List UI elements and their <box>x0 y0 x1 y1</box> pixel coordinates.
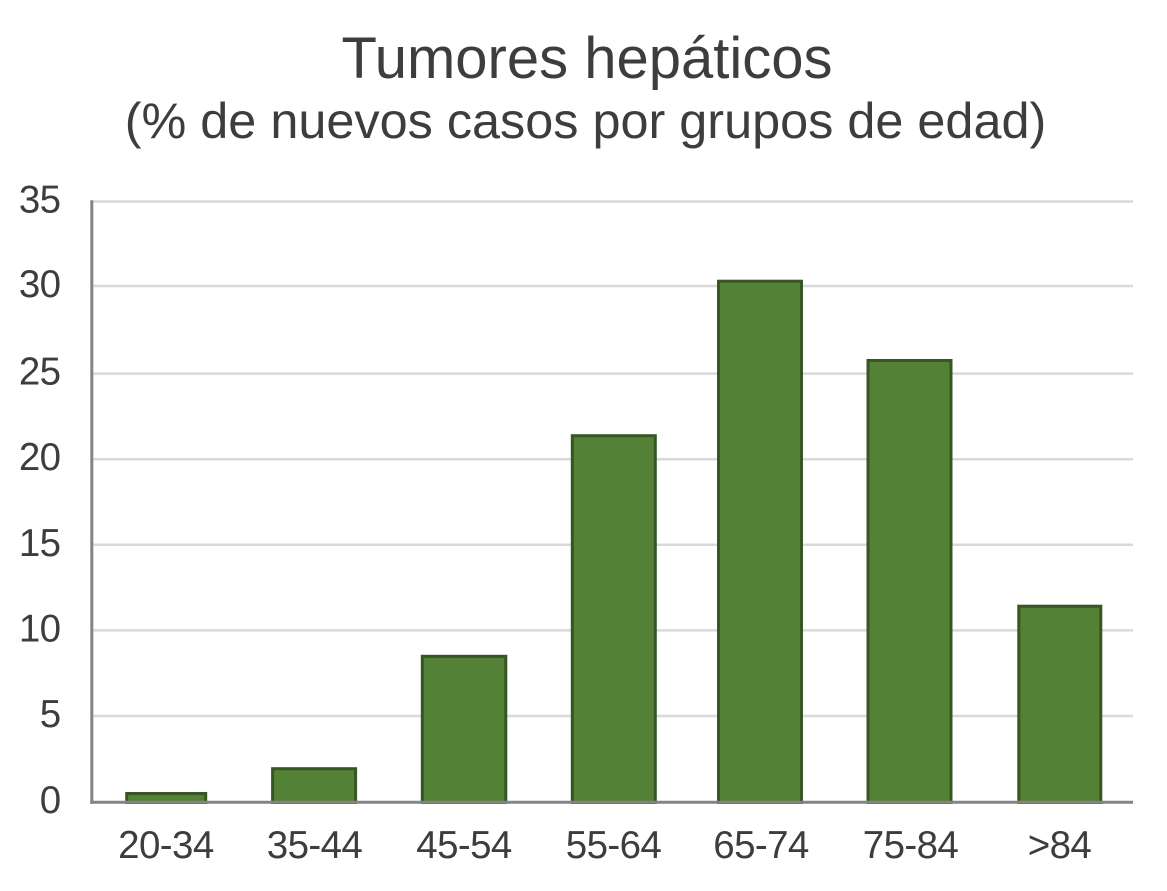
svg-text:30: 30 <box>19 263 61 306</box>
svg-text:35: 35 <box>19 179 61 222</box>
svg-text:5: 5 <box>40 693 61 736</box>
svg-text:10: 10 <box>19 607 61 650</box>
svg-text:>84: >84 <box>1028 824 1092 867</box>
svg-text:65-74: 65-74 <box>713 824 809 867</box>
svg-text:Tumores hepáticos: Tumores hepáticos <box>341 26 832 91</box>
svg-text:20-34: 20-34 <box>118 824 214 867</box>
svg-text:75-84: 75-84 <box>863 824 959 867</box>
svg-text:35-44: 35-44 <box>267 824 363 867</box>
svg-text:55-64: 55-64 <box>566 824 662 867</box>
svg-text:25: 25 <box>19 351 61 394</box>
svg-text:45-54: 45-54 <box>416 824 512 867</box>
svg-text:0: 0 <box>40 779 61 822</box>
svg-text:(% de nuevos casos por grupos: (% de nuevos casos por grupos de edad) <box>125 92 1047 149</box>
svg-text:15: 15 <box>19 522 61 565</box>
svg-text:20: 20 <box>19 436 61 479</box>
